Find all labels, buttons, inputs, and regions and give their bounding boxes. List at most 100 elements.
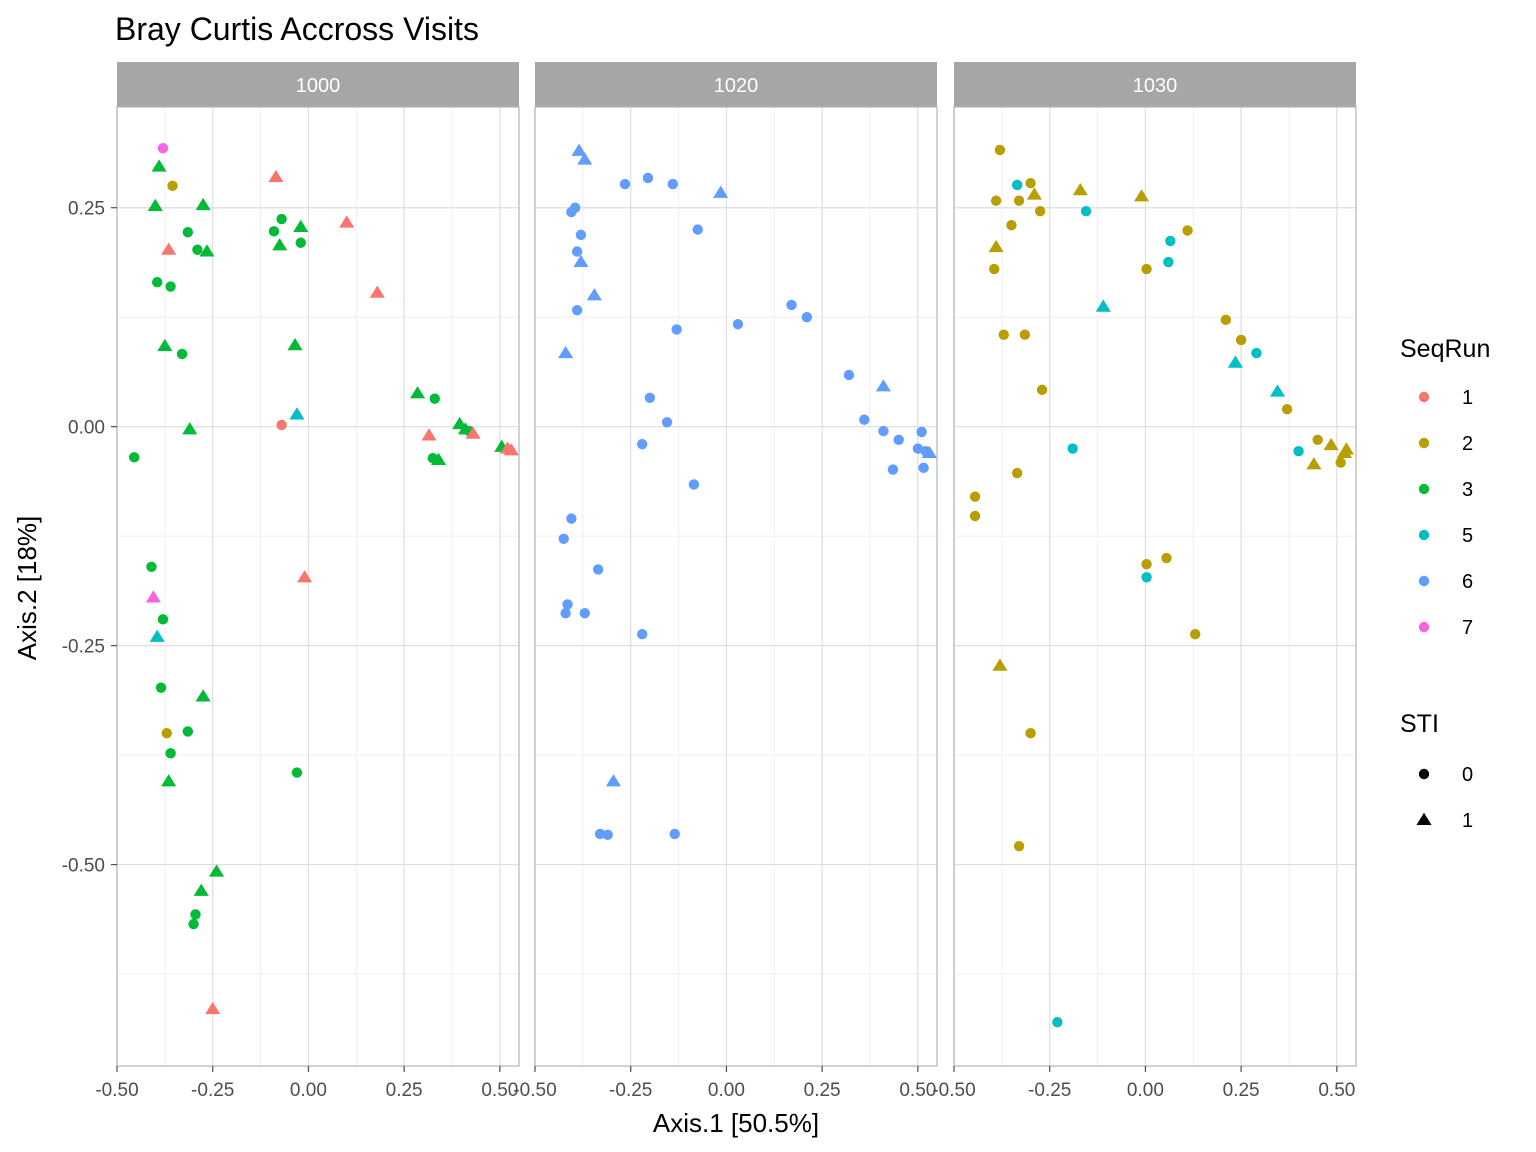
data-point-circle bbox=[165, 281, 176, 292]
data-point-triangle bbox=[268, 169, 284, 183]
data-point-circle bbox=[157, 142, 169, 154]
data-point-circle bbox=[575, 229, 587, 241]
data-point-circle bbox=[1019, 329, 1031, 340]
data-point-circle bbox=[1251, 347, 1262, 359]
data-point-triangle bbox=[409, 386, 426, 399]
x-tick-label: -0.50 bbox=[513, 1080, 556, 1101]
data-point-triangle bbox=[182, 422, 198, 435]
data-point-circle bbox=[671, 324, 682, 335]
data-point-circle bbox=[161, 727, 172, 739]
data-point-triangle bbox=[573, 254, 589, 268]
data-point-circle bbox=[994, 144, 1006, 156]
data-point-triangle bbox=[193, 883, 209, 896]
data-point-triangle bbox=[199, 244, 215, 257]
data-point-triangle bbox=[195, 689, 211, 702]
data-point-triangle bbox=[293, 219, 309, 233]
x-axis-title: Axis.1 [50.5%] bbox=[653, 1108, 819, 1138]
legend-key-seqrun-5 bbox=[1418, 529, 1430, 541]
y-axis-title: Axis.2 [18%] bbox=[12, 516, 42, 661]
data-point-triangle bbox=[577, 152, 593, 165]
legend-title-seqrun: SeqRun bbox=[1400, 335, 1490, 363]
data-point-triangle bbox=[1269, 384, 1286, 397]
data-point-triangle bbox=[145, 590, 161, 603]
legend-label-seqrun: 3 bbox=[1462, 479, 1473, 501]
data-point-circle bbox=[878, 425, 889, 437]
y-tick-label: -0.25 bbox=[62, 637, 105, 658]
data-point-circle bbox=[146, 561, 157, 572]
legend-label-seqrun: 2 bbox=[1462, 433, 1473, 455]
data-point-circle bbox=[1141, 572, 1152, 583]
data-point-circle bbox=[990, 195, 1002, 206]
panel-background bbox=[117, 107, 519, 1066]
legend-key-circle bbox=[1418, 768, 1430, 780]
data-point-triangle bbox=[465, 426, 481, 439]
data-point-circle bbox=[129, 452, 140, 463]
data-point-triangle bbox=[289, 407, 305, 420]
data-point-circle bbox=[571, 304, 583, 316]
data-point-circle bbox=[1006, 220, 1017, 231]
data-point-triangle bbox=[151, 159, 167, 172]
x-tick-label: -0.25 bbox=[191, 1080, 234, 1101]
legend: SeqRun 1 2 3 5 6 7 STI 0 1 bbox=[1400, 335, 1490, 832]
legend-label-seqrun: 1 bbox=[1462, 387, 1473, 409]
data-point-circle bbox=[571, 246, 583, 257]
facet-strip-label: 1000 bbox=[296, 75, 341, 97]
data-point-circle bbox=[1312, 434, 1323, 446]
facet-strip-label: 1030 bbox=[1133, 75, 1178, 97]
data-point-circle bbox=[1335, 457, 1346, 468]
panel-border bbox=[534, 106, 938, 1067]
data-point-circle bbox=[1036, 384, 1048, 396]
data-point-circle bbox=[692, 224, 703, 235]
data-point-circle bbox=[1080, 206, 1092, 217]
y-tick-label: 0.25 bbox=[68, 199, 105, 220]
legend-title-sti: STI bbox=[1400, 710, 1439, 738]
legend-key-seqrun-6 bbox=[1418, 575, 1430, 587]
x-tick-label: 0.25 bbox=[386, 1080, 423, 1101]
data-point-circle bbox=[637, 438, 648, 450]
data-point-triangle bbox=[272, 238, 288, 251]
data-point-circle bbox=[1013, 840, 1025, 852]
x-tick-label: 0.25 bbox=[804, 1080, 841, 1101]
data-point-triangle bbox=[875, 379, 891, 392]
x-tick-label: 0.00 bbox=[1127, 1080, 1164, 1101]
x-tick-label: 0.50 bbox=[899, 1080, 936, 1101]
x-tick-label: 0.00 bbox=[708, 1080, 745, 1101]
data-point-circle bbox=[1011, 467, 1023, 479]
data-point-circle bbox=[558, 533, 569, 544]
panel-background bbox=[954, 107, 1356, 1066]
data-point-circle bbox=[182, 227, 194, 238]
data-point-circle bbox=[157, 614, 169, 625]
data-point-triangle bbox=[157, 338, 173, 352]
data-point-triangle bbox=[1072, 183, 1088, 196]
data-point-circle bbox=[155, 682, 167, 693]
data-point-triangle bbox=[147, 198, 163, 212]
data-point-triangle bbox=[369, 285, 385, 298]
data-point-circle bbox=[295, 237, 306, 248]
data-point-circle bbox=[602, 829, 613, 840]
data-point-triangle bbox=[195, 197, 211, 211]
legend-label-seqrun: 7 bbox=[1462, 617, 1473, 639]
data-point-circle bbox=[192, 244, 203, 255]
facet-strip bbox=[954, 62, 1356, 107]
data-point-triangle bbox=[149, 629, 165, 642]
y-tick-label: -0.50 bbox=[62, 856, 105, 877]
data-point-circle bbox=[1293, 445, 1304, 457]
legend-label-seqrun: 5 bbox=[1462, 525, 1473, 547]
data-point-triangle bbox=[713, 185, 729, 198]
data-point-circle bbox=[1190, 629, 1201, 640]
data-point-circle bbox=[1141, 558, 1152, 570]
legend-key-seqrun-7 bbox=[1418, 621, 1430, 633]
data-point-circle bbox=[429, 393, 440, 404]
data-point-triangle bbox=[297, 570, 313, 583]
facet-panel-1020: 1020 -0.50 -0.25 0.00 0.25 0.50 bbox=[513, 62, 938, 1101]
x-tick-label: 0.25 bbox=[1223, 1080, 1260, 1101]
data-point-circle bbox=[1025, 727, 1036, 739]
legend-key-seqrun-1 bbox=[1418, 391, 1430, 403]
data-point-circle bbox=[566, 513, 577, 524]
data-point-circle bbox=[801, 311, 813, 323]
data-point-circle bbox=[918, 462, 929, 474]
x-tick-label: -0.50 bbox=[932, 1080, 975, 1101]
data-point-circle bbox=[182, 726, 194, 737]
data-point-triangle bbox=[988, 239, 1004, 253]
